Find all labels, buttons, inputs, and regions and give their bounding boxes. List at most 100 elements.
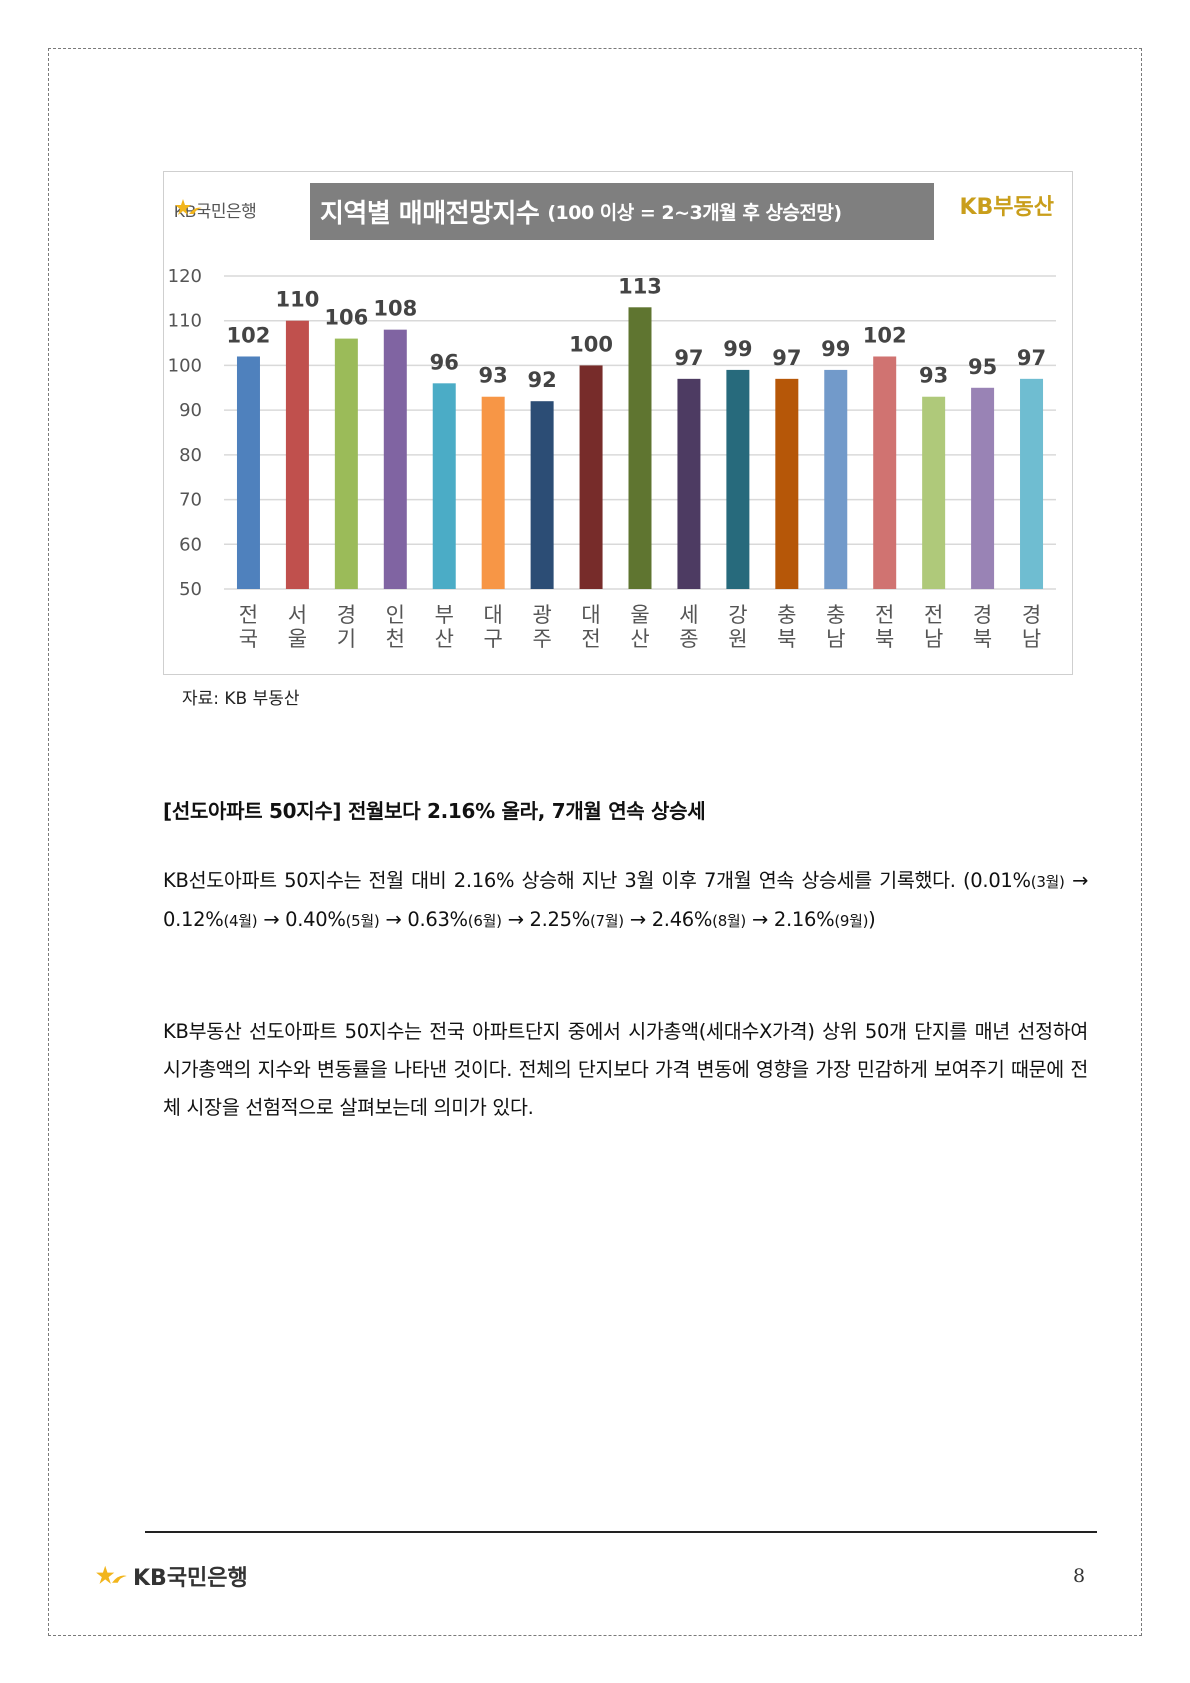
bar: [922, 396, 946, 589]
data-label: 108: [373, 297, 417, 321]
footer-logo-text: KB국민은행: [133, 1566, 248, 1591]
data-label: 92: [528, 368, 557, 392]
footer-logo: KB국민은행: [95, 1560, 248, 1592]
kb-star-icon: [96, 1565, 127, 1584]
bar: [383, 329, 407, 589]
data-label: 97: [674, 346, 703, 370]
y-tick-label: 90: [179, 400, 202, 421]
bar: [971, 387, 995, 589]
y-tick-label: 70: [179, 490, 202, 511]
change-month-2: (4월): [223, 912, 258, 930]
data-label: 100: [569, 332, 613, 356]
data-label: 97: [772, 346, 801, 370]
change-value-5: 2.25%: [529, 908, 591, 931]
bar-chart: 50 60 70 80 90 100 110 120 102 전 국 110 서 울 106 경 기 108 인 천 9…: [168, 266, 1056, 651]
y-tick-label: 120: [168, 266, 202, 287]
bar: [628, 307, 652, 589]
arrow-glyph: →: [1071, 869, 1088, 892]
change-month-7: (9월): [834, 912, 869, 930]
bar: [432, 383, 456, 589]
data-label: 106: [324, 306, 368, 330]
bar: [873, 356, 897, 589]
arrow-glyph: →: [385, 908, 402, 931]
change-month-4: (6월): [467, 912, 502, 930]
bar: [824, 369, 848, 589]
chart-logo: KB국민은행: [174, 197, 257, 222]
change-month-5: (7월): [589, 912, 624, 930]
chart-title: 지역별 매매전망지수: [320, 199, 540, 229]
data-label: 113: [618, 274, 662, 298]
page-frame: [48, 48, 1142, 1636]
change-value-2: 0.12%: [163, 908, 224, 931]
y-tick-label: 60: [179, 534, 202, 555]
data-label: 99: [821, 337, 850, 361]
arrow-glyph: →: [751, 908, 768, 931]
footer-divider: [145, 1531, 1097, 1533]
change-month-1: (3월): [1030, 873, 1065, 891]
arrow-glyph: →: [507, 908, 524, 931]
change-month-3: (5월): [345, 912, 380, 930]
data-label: 110: [275, 288, 319, 312]
y-tick-label: 80: [179, 445, 202, 466]
bar: [677, 378, 701, 589]
y-tick-label: 110: [168, 311, 202, 332]
kb-realty-brand: KB부동산: [959, 195, 1054, 220]
paragraph-1-intro: KB선도아파트 50지수는 전월 대비 2.16% 상승해 지난 3월 이후 7…: [163, 869, 956, 892]
y-tick-label: 50: [179, 579, 202, 600]
paragraph-1-close: ): [868, 908, 876, 931]
chart-title-box: 지역별 매매전망지수 (100 이상 = 2~3개월 후 상승전망): [310, 183, 934, 240]
arrow-glyph: →: [629, 908, 646, 931]
chart-logo-text: KB국민은행: [174, 202, 257, 221]
bar: [236, 356, 260, 589]
bar: [579, 365, 603, 589]
data-label: 102: [863, 323, 907, 347]
chart-container: 50 60 70 80 90 100 110 120 102 전 국 110 서 울 106 경 기 108 인 천 9…: [163, 171, 1073, 675]
change-value-1: (0.01%: [963, 869, 1031, 892]
bar: [481, 396, 505, 589]
bar: [775, 378, 799, 589]
bar: [726, 369, 750, 589]
chart-subtitle: (100 이상 = 2~3개월 후 상승전망): [547, 202, 842, 224]
change-value-4: 0.63%: [407, 908, 468, 931]
paragraph-1: KB선도아파트 50지수는 전월 대비 2.16% 상승해 지난 3월 이후 7…: [163, 862, 1088, 940]
change-value-7: 2.16%: [773, 908, 835, 931]
arrow-glyph: →: [263, 908, 280, 931]
bar: [285, 320, 309, 589]
data-label: 97: [1017, 346, 1046, 370]
bar: [530, 401, 554, 589]
data-label: 93: [479, 364, 508, 388]
change-month-6: (8월): [712, 912, 746, 930]
change-value-6: 2.46%: [651, 908, 713, 931]
kb-star-icon: [175, 199, 202, 215]
data-label: 99: [723, 337, 752, 361]
data-label: 93: [919, 364, 948, 388]
change-value-3: 0.40%: [285, 908, 346, 931]
paragraph-2: KB부동산 선도아파트 50지수는 전국 아파트단지 중에서 시가총액(세대수X…: [163, 1020, 1088, 1119]
bar: [1020, 378, 1044, 589]
data-label: 96: [430, 350, 459, 374]
section-title: [선도아파트 50지수] 전월보다 2.16% 올라, 7개월 연속 상승세: [163, 799, 706, 823]
y-tick-label: 100: [168, 355, 202, 376]
data-label: 102: [227, 323, 271, 347]
page-number: 8: [1073, 1565, 1086, 1587]
data-label: 95: [968, 355, 997, 379]
bar: [334, 338, 358, 589]
chart-source: 자료: KB 부동산: [182, 689, 300, 709]
